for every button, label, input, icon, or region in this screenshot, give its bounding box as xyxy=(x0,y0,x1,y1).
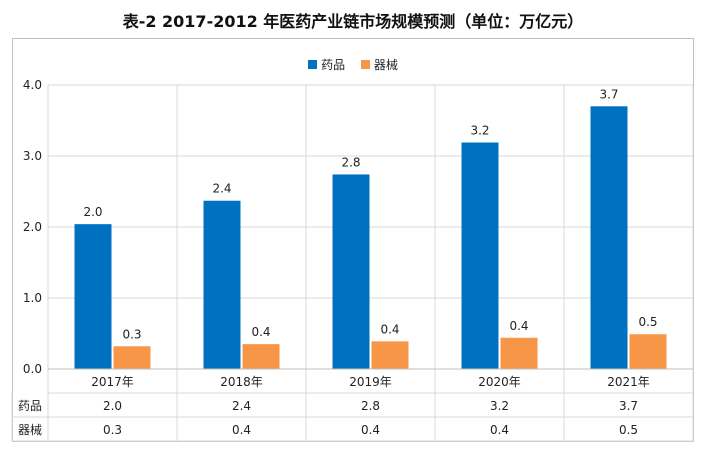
bar-drugs xyxy=(203,200,241,369)
data-label: 0.5 xyxy=(638,315,657,329)
legend-swatch-drugs xyxy=(308,60,318,69)
y-tick-label: 4.0 xyxy=(23,78,42,92)
table-cell: 2.0 xyxy=(103,399,122,413)
y-tick-label: 2.0 xyxy=(23,220,42,234)
table-cell: 2.4 xyxy=(232,399,251,413)
x-tick-label: 2017年 xyxy=(91,375,134,389)
bar-drugs xyxy=(332,174,370,369)
table-cell: 0.3 xyxy=(103,423,122,437)
legend-item-drugs: 药品 xyxy=(308,56,345,73)
table-cell: 0.4 xyxy=(490,423,509,437)
data-label: 2.8 xyxy=(341,155,360,169)
legend: 药品 器械 xyxy=(0,56,706,73)
data-label: 2.4 xyxy=(212,182,231,196)
table-cell: 2.8 xyxy=(361,399,380,413)
x-tick-label: 2019年 xyxy=(349,375,392,389)
data-label: 0.3 xyxy=(122,327,141,341)
x-tick-label: 2020年 xyxy=(478,375,521,389)
data-label: 3.7 xyxy=(599,87,618,101)
data-label: 0.4 xyxy=(380,322,399,336)
bar-devices xyxy=(629,334,667,369)
y-tick-label: 1.0 xyxy=(23,291,42,305)
legend-label-devices: 器械 xyxy=(373,58,398,72)
y-tick-label: 0.0 xyxy=(23,362,42,376)
legend-swatch-devices xyxy=(360,60,370,69)
bar-drugs xyxy=(461,142,499,369)
table-row-label: 器械 xyxy=(18,422,42,437)
y-tick-label: 3.0 xyxy=(23,149,42,163)
table-cell: 0.5 xyxy=(619,423,638,437)
bar-drugs xyxy=(74,224,112,369)
table-cell: 3.7 xyxy=(619,399,638,413)
table-row-label: 药品 xyxy=(18,399,42,413)
data-label: 0.4 xyxy=(251,325,270,339)
bar-drugs xyxy=(590,106,628,370)
bar-devices xyxy=(113,346,151,369)
chart-title: 表-2 2017-2012 年医药产业链市场规模预测（单位：万亿元） xyxy=(122,12,584,31)
bar-devices xyxy=(500,337,538,369)
x-tick-label: 2021年 xyxy=(607,375,650,389)
bar-devices xyxy=(242,344,280,369)
data-label: 3.2 xyxy=(470,124,489,138)
table-cell: 3.2 xyxy=(490,399,509,413)
data-label: 0.4 xyxy=(509,319,528,333)
table-cell: 0.4 xyxy=(361,423,380,437)
legend-label-drugs: 药品 xyxy=(321,58,346,72)
table-cell: 0.4 xyxy=(232,423,251,437)
legend-item-devices: 器械 xyxy=(360,56,398,73)
bar-devices xyxy=(371,341,409,369)
data-label: 2.0 xyxy=(83,205,102,219)
x-tick-label: 2018年 xyxy=(220,375,263,389)
